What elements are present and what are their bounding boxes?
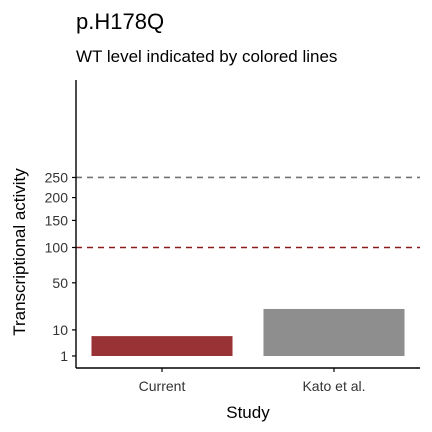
y-tick-label-10: 10 [52,322,68,338]
x-axis-label: Study [226,403,270,422]
x-tick-label-1: Current [139,378,186,394]
x-tick-label-2: Kato et al. [302,378,365,394]
bar-current [91,336,233,356]
bars [91,308,405,356]
chart-title: p.H178Q [76,9,164,34]
y-tick-label-100: 100 [45,240,69,256]
y-axis-ticks: 1 10 50 100 150 200 250 [45,169,76,364]
reference-lines [76,176,420,249]
y-tick-label-250: 250 [45,169,69,185]
y-axis-label: Transcriptional activity [10,168,29,336]
y-tick-label-150: 150 [45,212,69,228]
chart-subtitle: WT level indicated by colored lines [76,47,337,66]
y-tick-label-200: 200 [45,190,69,206]
y-tick-label-1: 1 [60,348,68,364]
x-axis-ticks: Current Kato et al. [139,368,366,394]
y-tick-label-50: 50 [52,275,68,291]
bar-kato-et-al [263,308,405,356]
